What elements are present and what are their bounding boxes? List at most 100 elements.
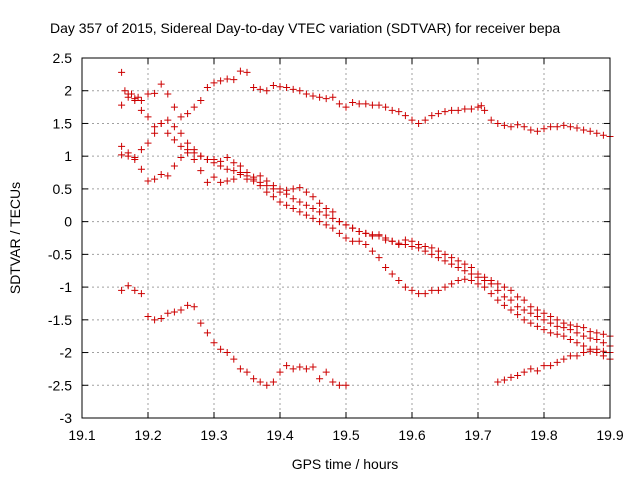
series-track-middle-c xyxy=(118,116,614,340)
data-point xyxy=(586,127,594,135)
data-point xyxy=(467,263,475,271)
data-point xyxy=(157,315,165,323)
data-point xyxy=(309,193,317,201)
data-point xyxy=(520,306,528,314)
y-tick-label: 0.5 xyxy=(53,181,73,197)
data-point xyxy=(170,162,178,170)
data-point xyxy=(580,332,588,340)
data-point xyxy=(177,142,185,150)
data-point xyxy=(256,182,264,190)
data-point xyxy=(349,224,357,232)
data-point xyxy=(276,185,284,193)
data-point xyxy=(408,116,416,124)
data-point xyxy=(395,277,403,285)
data-point xyxy=(197,319,205,327)
y-tick-label: -2.5 xyxy=(48,377,72,393)
data-point xyxy=(118,151,126,159)
data-point xyxy=(514,311,522,319)
data-point xyxy=(566,123,574,131)
data-point xyxy=(395,241,403,249)
y-tick-label: -3 xyxy=(60,410,73,426)
series-track-middle-b xyxy=(118,149,614,363)
data-point xyxy=(533,127,541,135)
data-point xyxy=(454,106,462,114)
data-point xyxy=(401,236,409,244)
data-point xyxy=(520,368,528,376)
data-point xyxy=(329,224,337,232)
data-point xyxy=(467,277,475,285)
y-tick-label: -1.5 xyxy=(48,312,72,328)
data-point xyxy=(296,184,304,192)
data-point xyxy=(553,330,561,338)
data-point xyxy=(256,378,264,386)
data-point xyxy=(461,105,469,113)
data-point xyxy=(547,362,555,370)
data-point xyxy=(151,175,159,183)
x-tick-label: 19.3 xyxy=(200,427,227,443)
data-point xyxy=(329,214,337,222)
data-point xyxy=(355,100,363,108)
data-point xyxy=(137,97,145,105)
data-point xyxy=(121,87,129,95)
data-point xyxy=(355,237,363,245)
data-point xyxy=(203,83,211,91)
data-point xyxy=(540,326,548,334)
data-point xyxy=(375,231,383,239)
data-point xyxy=(170,136,178,144)
data-point xyxy=(580,126,588,134)
data-point xyxy=(342,234,350,242)
data-point xyxy=(329,208,337,216)
data-point xyxy=(388,270,396,278)
data-point xyxy=(170,103,178,111)
data-point xyxy=(481,273,489,281)
data-point xyxy=(507,286,515,294)
data-point xyxy=(223,75,231,83)
data-point xyxy=(507,123,515,131)
data-point xyxy=(500,293,508,301)
data-point xyxy=(487,290,495,298)
data-point xyxy=(322,95,330,103)
data-point xyxy=(481,106,489,114)
y-tick-label: 2 xyxy=(64,83,72,99)
data-point xyxy=(322,221,330,229)
y-tick-label: -2 xyxy=(60,345,73,361)
data-point xyxy=(190,146,198,154)
data-point xyxy=(217,345,225,353)
data-point xyxy=(533,313,541,321)
x-tick-label: 19.8 xyxy=(530,427,557,443)
data-point xyxy=(586,334,594,342)
data-point xyxy=(283,186,291,194)
data-point xyxy=(230,159,238,167)
data-points xyxy=(118,67,614,389)
data-point xyxy=(151,129,159,137)
data-point xyxy=(408,237,416,245)
data-point xyxy=(157,119,165,127)
data-point xyxy=(164,129,172,137)
data-point xyxy=(276,368,284,376)
data-point xyxy=(316,375,324,383)
data-point xyxy=(547,123,555,131)
data-point xyxy=(263,381,271,389)
data-point xyxy=(382,234,390,242)
data-point xyxy=(547,313,555,321)
data-point xyxy=(283,362,291,370)
data-point xyxy=(520,123,528,131)
data-point xyxy=(500,283,508,291)
data-point xyxy=(349,237,357,245)
data-point xyxy=(401,283,409,291)
data-point xyxy=(177,113,185,121)
data-point xyxy=(243,68,251,76)
data-point xyxy=(118,101,126,109)
data-point xyxy=(507,373,515,381)
data-point xyxy=(580,342,588,350)
data-point xyxy=(573,339,581,347)
data-point xyxy=(190,303,198,311)
data-point xyxy=(560,355,568,363)
data-point xyxy=(236,67,244,75)
data-point xyxy=(302,365,310,373)
data-point xyxy=(243,368,251,376)
data-point xyxy=(296,208,304,216)
data-point xyxy=(309,363,317,371)
data-point xyxy=(164,309,172,317)
data-point xyxy=(428,286,436,294)
